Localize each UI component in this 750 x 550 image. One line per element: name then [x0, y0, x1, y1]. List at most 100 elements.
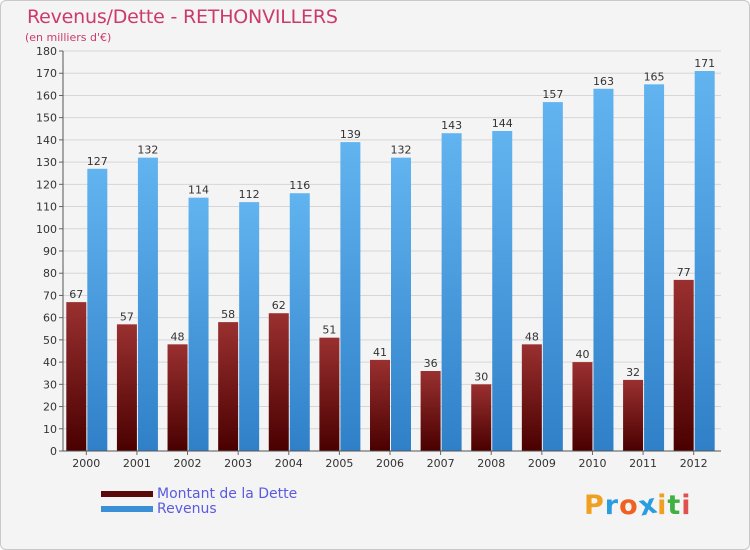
data-label-debt: 62 [272, 299, 286, 312]
data-label-revenue: 132 [137, 144, 158, 157]
y-tick-label: 160 [36, 89, 57, 102]
bar-revenue [239, 202, 260, 451]
x-tick-label: 2010 [578, 457, 606, 470]
bar-revenue [340, 142, 361, 451]
bar-debt [471, 384, 492, 451]
data-label-debt: 32 [626, 366, 640, 379]
y-tick-label: 60 [43, 312, 57, 325]
data-labels: 67 127 57 132 48 114 58 112 62 116 51 139 41 132 36 143… [69, 57, 715, 383]
y-tick-label: 110 [36, 201, 57, 214]
data-label-revenue: 171 [694, 57, 715, 70]
x-tick-label: 2005 [325, 457, 353, 470]
bar-revenue [137, 157, 158, 451]
logo-letter: P [584, 490, 605, 521]
data-label-debt: 77 [677, 266, 691, 279]
legend-swatch-debt [101, 491, 153, 497]
y-tick-label: 120 [36, 178, 57, 191]
data-label-revenue: 127 [87, 155, 108, 168]
data-label-debt: 40 [575, 348, 589, 361]
data-label-revenue: 116 [289, 179, 310, 192]
y-tick-label: 90 [43, 245, 57, 258]
bar-debt [370, 359, 390, 451]
bar-debt [319, 337, 340, 451]
data-label-debt: 48 [171, 330, 185, 343]
y-tick-label: 170 [36, 67, 57, 80]
legend-swatch-revenue [101, 506, 153, 512]
bars [66, 71, 715, 452]
data-label-debt: 48 [525, 330, 539, 343]
x-tick-label: 2004 [275, 457, 303, 470]
bar-revenue [87, 168, 108, 451]
data-label-debt: 51 [322, 324, 336, 337]
data-label-revenue: 143 [441, 119, 462, 132]
x-tick-label: 2009 [528, 457, 556, 470]
data-label-debt: 57 [120, 310, 134, 323]
bar-revenue [694, 71, 715, 451]
x-tick-label: 2008 [477, 457, 505, 470]
chart-title: Revenus/Dette - RETHONVILLERS [27, 6, 338, 28]
data-label-revenue: 114 [188, 184, 209, 197]
data-label-revenue: 112 [239, 188, 260, 201]
data-label-debt: 67 [69, 288, 83, 301]
y-tick-label: 30 [43, 378, 57, 391]
logo-letter: t [667, 490, 682, 521]
bar-debt [268, 313, 289, 451]
x-tick-label: 2000 [72, 457, 100, 470]
bar-debt [673, 279, 694, 451]
x-tick-label: 2003 [224, 457, 252, 470]
data-label-debt: 30 [474, 370, 488, 383]
x-tick-label: 2012 [680, 457, 708, 470]
y-tick-label: 180 [36, 45, 57, 58]
y-tick-label: 40 [43, 356, 57, 369]
bar-revenue [593, 88, 614, 452]
logo-letter: i [657, 490, 668, 521]
data-label-debt: 36 [424, 357, 438, 370]
x-tick-label: 2007 [427, 457, 455, 470]
y-tick-label: 100 [36, 223, 57, 236]
logo-letter: i [681, 490, 692, 521]
chart-subtitle: (en milliers d'€) [25, 31, 112, 44]
y-tick-label: 50 [43, 334, 57, 347]
bar-revenue [289, 193, 310, 451]
bar-revenue [188, 197, 209, 451]
x-tick-label: 2006 [376, 457, 404, 470]
data-label-debt: 41 [373, 346, 387, 359]
y-tick-label: 70 [43, 289, 57, 302]
bar-revenue [542, 102, 563, 451]
bar-debt [167, 344, 188, 451]
y-tick-label: 150 [36, 112, 57, 125]
x-tick-label: 2011 [629, 457, 657, 470]
y-tick-label: 80 [43, 267, 57, 280]
y-tick-label: 10 [43, 423, 57, 436]
data-label-revenue: 144 [492, 117, 513, 130]
y-tick-label: 140 [36, 134, 57, 147]
bar-debt [66, 302, 87, 451]
x-tick-label: 2001 [123, 457, 151, 470]
data-label-revenue: 163 [593, 75, 614, 88]
data-label-revenue: 132 [391, 144, 412, 157]
bar-debt [521, 344, 542, 451]
legend-label-debt: Montant de la Dette [157, 486, 298, 502]
data-label-debt: 58 [221, 308, 235, 321]
x-tick-label: 2002 [174, 457, 202, 470]
data-label-revenue: 139 [340, 128, 361, 141]
bar-revenue [391, 157, 411, 451]
bar-revenue [441, 133, 462, 451]
bar-debt [116, 324, 137, 451]
y-tick-label: 20 [43, 401, 57, 414]
data-label-revenue: 165 [644, 70, 665, 83]
bar-revenue [644, 84, 665, 451]
data-label-revenue: 157 [542, 88, 563, 101]
bar-debt [572, 362, 593, 451]
axes: 0 10 20 30 40 50 60 70 80 90 100 110 120 130 140 150 160… [36, 45, 721, 470]
bar-debt [218, 322, 239, 451]
bar-revenue [492, 131, 513, 451]
bar-debt [623, 379, 644, 451]
y-tick-label: 0 [50, 445, 57, 458]
logo-letter: r [604, 490, 620, 521]
legend-label-revenue: Revenus [157, 501, 217, 517]
y-tick-label: 130 [36, 156, 57, 169]
logo-letter: o [619, 490, 639, 521]
